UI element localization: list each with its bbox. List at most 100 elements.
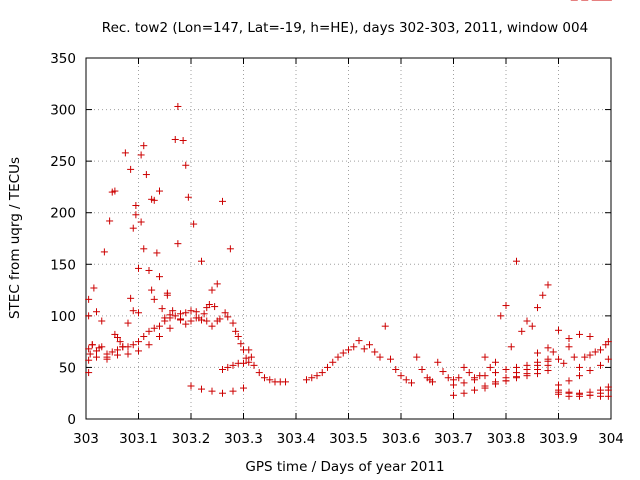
data-point: [129, 224, 137, 232]
data-point: [245, 358, 253, 366]
data-point: [145, 341, 153, 349]
data-point: [156, 322, 163, 330]
data-point: [329, 358, 337, 366]
data-point: [221, 309, 229, 317]
data-point: [581, 353, 589, 361]
x-tick-label: 303.7: [434, 431, 473, 447]
data-point: [85, 295, 93, 303]
data-point: [224, 363, 232, 371]
data-point: [429, 378, 436, 386]
y-tick-label: 350: [50, 51, 76, 67]
x-tick-label: 303.4: [277, 431, 316, 447]
data-point: [597, 346, 604, 354]
data-point: [198, 316, 205, 324]
data-point: [576, 372, 583, 380]
data-point: [565, 377, 573, 385]
data-point: [266, 376, 274, 384]
x-tick-label: 303.3: [224, 431, 263, 447]
data-point: [591, 348, 599, 356]
data-point: [234, 332, 242, 340]
data-point: [174, 240, 182, 248]
data-point: [224, 313, 232, 321]
data-point: [434, 358, 442, 366]
x-tick-label: 303.8: [487, 431, 526, 447]
data-point: [604, 338, 612, 346]
data-point: [90, 284, 98, 292]
data-point: [450, 391, 457, 399]
data-point: [208, 286, 216, 294]
data-point: [576, 330, 583, 338]
y-tick-label: 200: [50, 206, 76, 222]
data-point: [534, 304, 541, 312]
x-axis-label: GPS time / Days of year 2011: [245, 459, 444, 475]
data-point: [355, 337, 363, 345]
data-point: [135, 309, 142, 317]
data-point: [177, 315, 184, 323]
data-point: [555, 355, 562, 363]
data-point: [397, 372, 405, 380]
y-axis-label: STEC from uqrg / TECUs: [7, 157, 23, 319]
data-point: [455, 374, 463, 382]
data-point: [187, 317, 195, 325]
data-point: [350, 343, 358, 351]
data-point: [106, 217, 114, 225]
data-point: [127, 165, 135, 173]
data-point: [308, 374, 316, 382]
data-point: [237, 340, 245, 348]
data-point: [518, 327, 526, 335]
data-point: [492, 358, 499, 366]
data-point: [245, 346, 253, 354]
data-point: [150, 324, 158, 332]
data-point: [135, 264, 142, 272]
data-point: [339, 349, 347, 357]
data-point: [460, 363, 468, 371]
data-point: [213, 280, 221, 288]
data-point: [103, 353, 111, 361]
data-point: [444, 374, 452, 382]
data-point: [121, 149, 129, 157]
data-point: [282, 378, 289, 386]
data-point: [187, 307, 195, 315]
data-point: [124, 343, 132, 351]
data-point: [150, 295, 158, 303]
data-point: [366, 341, 373, 349]
data-point: [604, 355, 612, 363]
data-point: [213, 317, 221, 325]
data-point: [381, 322, 389, 330]
data-point: [565, 389, 573, 397]
data-point: [250, 361, 258, 369]
data-point: [418, 365, 426, 373]
data-point: [570, 353, 578, 361]
y-tick-label: 300: [50, 103, 76, 119]
data-point: [137, 151, 145, 159]
data-point: [544, 344, 552, 352]
data-point: [439, 368, 447, 376]
data-point: [171, 135, 179, 143]
data-point: [513, 257, 520, 265]
y-tick-label: 0: [67, 412, 76, 428]
data-point: [261, 374, 268, 382]
data-point: [135, 347, 142, 355]
data-point: [604, 383, 612, 391]
data-point: [586, 332, 594, 340]
data-point: [142, 171, 150, 179]
y-tick-label: 50: [59, 360, 76, 376]
data-point: [604, 392, 612, 400]
data-point: [408, 379, 415, 387]
data-point: [387, 355, 394, 363]
data-point: [129, 307, 137, 315]
data-point: [205, 301, 213, 309]
data-point: [544, 281, 552, 289]
data-point: [93, 353, 100, 361]
data-point: [135, 338, 142, 346]
data-point: [507, 343, 515, 351]
data-point: [219, 365, 226, 373]
data-point: [156, 273, 163, 281]
data-point: [192, 308, 200, 316]
data-point: [345, 346, 352, 354]
y-tick-label: 100: [50, 309, 76, 325]
data-point: [232, 327, 240, 335]
data-point: [200, 310, 208, 318]
data-point: [140, 142, 148, 150]
